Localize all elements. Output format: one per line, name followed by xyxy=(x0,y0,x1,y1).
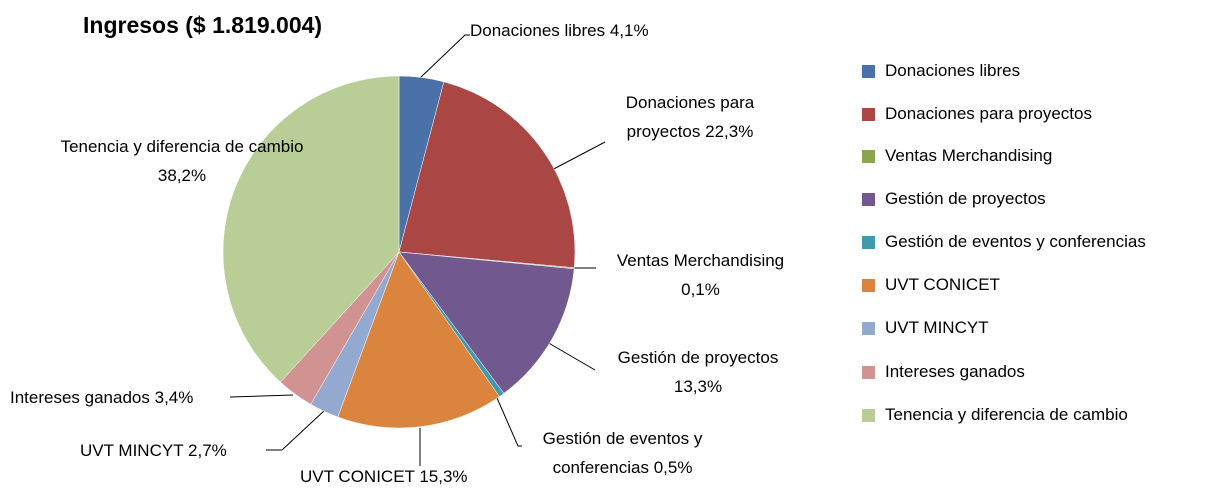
legend-swatch xyxy=(862,64,875,78)
label-value: 22,3% xyxy=(705,122,754,141)
legend-item: Intereses ganados xyxy=(862,362,1025,382)
legend-label: Donaciones libres xyxy=(885,61,1021,80)
legend-swatch xyxy=(862,365,875,379)
legend-item: Ventas Merchandising xyxy=(862,146,1052,166)
leader-line xyxy=(229,394,294,398)
leader-line xyxy=(266,409,326,451)
legend-label: Gestión de proyectos xyxy=(885,189,1046,208)
data-label: Donaciones libres 4,1% xyxy=(470,16,710,45)
pie-slice xyxy=(222,75,400,383)
legend-item: UVT CONICET xyxy=(862,275,1000,295)
label-category: Donaciones libres xyxy=(470,21,606,40)
label-category: UVT MINCYT xyxy=(80,441,184,460)
legend-label: Ventas Merchandising xyxy=(885,146,1053,165)
label-value: 0,1% xyxy=(681,280,720,299)
label-value: 0,5% xyxy=(653,458,693,477)
legend-swatch xyxy=(862,107,875,121)
legend-item: Donaciones para proyectos xyxy=(862,104,1092,124)
label-value: 38,2% xyxy=(157,166,207,185)
label-category: Gestión de eventos y conferencias xyxy=(542,429,703,477)
data-label: Gestión de eventos y conferencias 0,5% xyxy=(510,424,735,482)
legend-swatch xyxy=(862,408,875,422)
label-category: UVT CONICET xyxy=(300,467,415,486)
label-value: 13,3% xyxy=(673,377,723,396)
data-label: UVT CONICET 15,3% xyxy=(300,462,520,491)
legend-label: Gestión de eventos y conferencias xyxy=(885,232,1146,251)
legend-swatch xyxy=(862,321,875,335)
data-label: Tenencia y diferencia de cambio 38,2% xyxy=(48,132,316,190)
legend-item: UVT MINCYT xyxy=(862,318,989,338)
label-value: 2,7% xyxy=(188,441,227,460)
legend-swatch xyxy=(862,149,875,163)
legend-label: Donaciones para proyectos xyxy=(885,104,1092,123)
leader-line xyxy=(419,34,470,79)
label-category: Gestión de proyectos xyxy=(617,348,779,367)
legend-item: Donaciones libres xyxy=(862,61,1020,81)
chart-title: Ingresos ($ 1.819.004) xyxy=(83,12,323,38)
label-category: Ventas Merchandising xyxy=(616,251,785,270)
pie-slice xyxy=(337,251,500,429)
data-label: Donaciones para proyectos 22,3% xyxy=(590,88,790,146)
label-value: 4,1% xyxy=(609,21,649,40)
pie-slice xyxy=(398,81,576,269)
legend-label: UVT MINCYT xyxy=(885,318,989,337)
label-value: 3,4% xyxy=(154,388,194,407)
data-label: Ventas Merchandising 0,1% xyxy=(598,246,803,304)
pie-slice xyxy=(398,251,575,394)
data-label: Intereses ganados 3,4% xyxy=(10,383,240,412)
label-category: Intereses ganados xyxy=(10,388,150,407)
label-value: 15,3% xyxy=(419,467,468,486)
leader-line xyxy=(547,141,606,173)
label-category: Donaciones para proyectos xyxy=(625,93,755,141)
legend-swatch xyxy=(862,235,875,249)
legend-item: Tenencia y diferencia de cambio xyxy=(862,405,1128,425)
legend-label: UVT CONICET xyxy=(885,275,1000,294)
legend-swatch xyxy=(862,192,875,206)
leader-line xyxy=(496,397,522,447)
legend-label: Intereses ganados xyxy=(885,362,1025,381)
data-label: UVT MINCYT 2,7% xyxy=(80,436,280,465)
legend-swatch xyxy=(862,278,875,292)
legend-item: Gestión de proyectos xyxy=(862,189,1046,209)
pie xyxy=(222,75,576,429)
legend-item: Gestión de eventos y conferencias xyxy=(862,232,1146,252)
label-category: Tenencia y diferencia de cambio xyxy=(60,137,304,156)
legend-label: Tenencia y diferencia de cambio xyxy=(885,405,1128,424)
data-label: Gestión de proyectos 13,3% xyxy=(598,343,798,401)
